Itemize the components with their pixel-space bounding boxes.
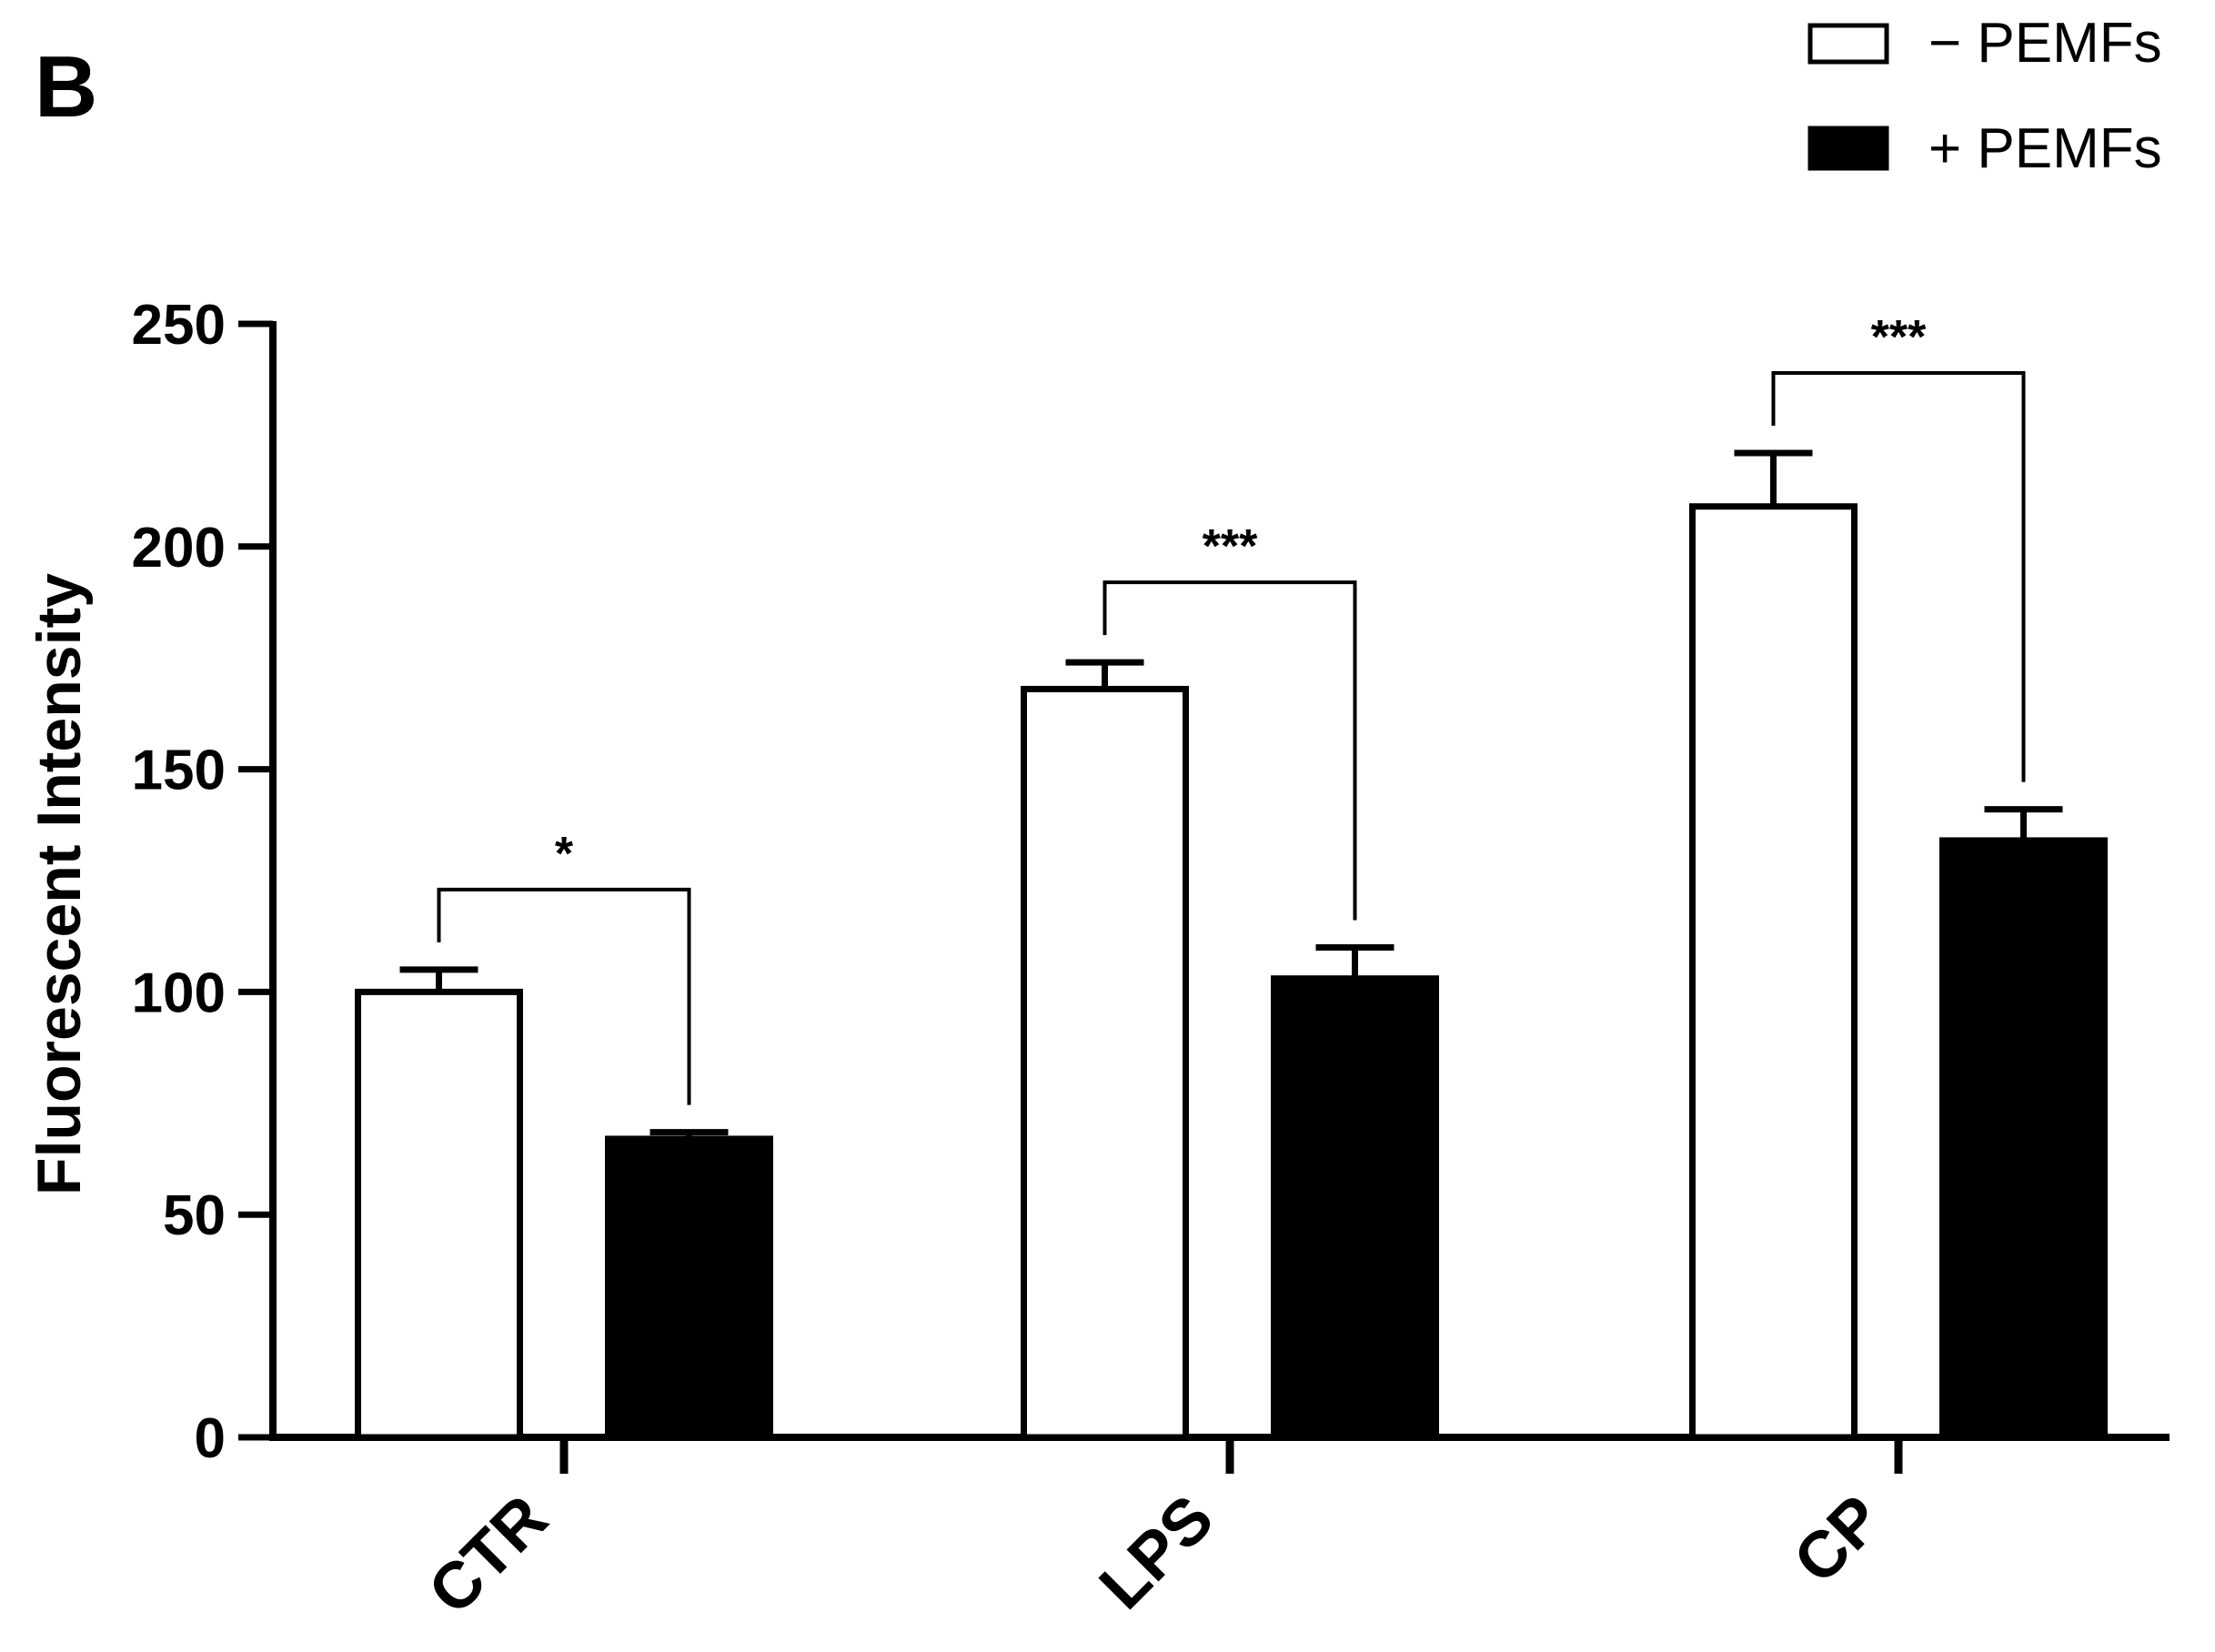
y-axis-label: Fluorescent Intensity	[25, 573, 94, 1195]
bar-cp-series-2	[1939, 837, 2108, 1441]
y-tick-label: 0	[195, 1407, 226, 1470]
y-tick-label: 100	[132, 962, 226, 1024]
x-tick-label-ctr: CTR	[415, 1482, 561, 1628]
significance-bracket-lps	[1102, 580, 1357, 921]
bars	[355, 449, 2108, 1441]
legend-label-minus-pemfs: − PEMFs	[1928, 12, 2162, 75]
bar-lps-series-2	[1271, 975, 1439, 1441]
significance-label-ctr: *	[555, 828, 574, 881]
significance-label-cp: ***	[1871, 311, 1927, 364]
significance-bracket-ctr	[437, 887, 691, 1105]
y-tick-label: 150	[132, 740, 226, 802]
x-axis: CTR LPS CP	[269, 1434, 2170, 1628]
bar-lps-series-1	[1021, 685, 1189, 1441]
x-tick-label-lps: LPS	[1086, 1482, 1228, 1624]
significance-brackets: *******	[437, 311, 2026, 1105]
y-tick-label: 50	[163, 1184, 226, 1247]
x-tick-label-cp: CP	[1780, 1482, 1896, 1597]
bar-ctr-series-2	[605, 1135, 773, 1441]
panel-label: B	[35, 38, 97, 136]
bar-cp-series-1	[1689, 503, 1858, 1441]
bar-ctr-series-1	[355, 988, 523, 1441]
legend-swatch-plus-pemfs	[1807, 126, 1889, 171]
significance-bracket-cp	[1771, 370, 2026, 782]
legend: − PEMFs + PEMFs	[1807, 12, 2162, 180]
y-tick-label: 200	[132, 517, 226, 579]
legend-swatch-minus-pemfs	[1807, 23, 1889, 65]
y-axis: 0 50 100 150 200 250	[132, 294, 277, 1470]
y-tick-label: 250	[132, 294, 226, 357]
significance-label-lps: ***	[1203, 520, 1258, 573]
legend-label-plus-pemfs: + PEMFs	[1928, 117, 2162, 180]
